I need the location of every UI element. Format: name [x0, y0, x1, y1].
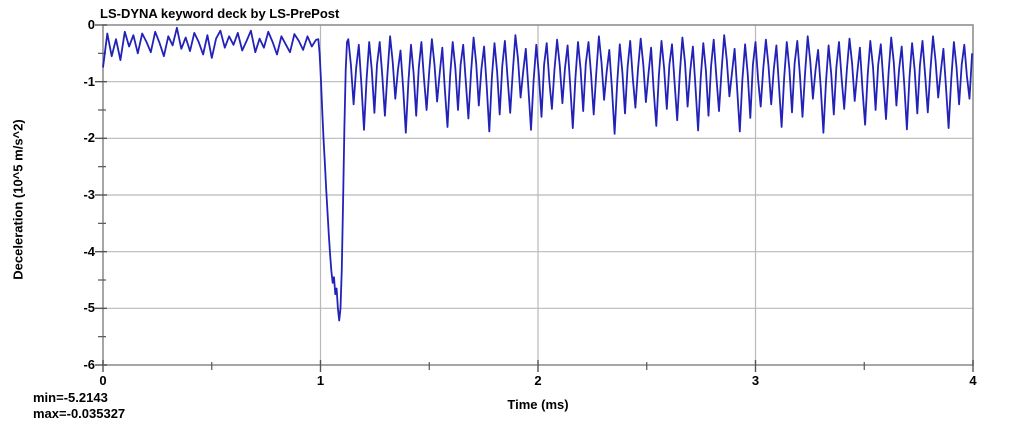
- y-tick-label: -6: [83, 357, 95, 372]
- x-tick-label: 2: [534, 373, 542, 388]
- y-tick-label: -4: [83, 243, 95, 259]
- x-tick-label: 3: [751, 373, 760, 388]
- min-max-annotation: min=-5.2143 max=-0.035327: [33, 390, 125, 422]
- min-annotation: min=-5.2143: [33, 390, 108, 405]
- y-tick-label: 0: [87, 17, 95, 32]
- deceleration-curve: [102, 26, 973, 322]
- x-axis-label: Time (ms): [507, 397, 569, 412]
- max-annotation: max=-0.035327: [33, 406, 126, 421]
- x-tick-label: 4: [969, 373, 977, 388]
- plot-title: LS-DYNA keyword deck by LS-PrePost: [100, 6, 340, 21]
- y-tick-label: -1: [83, 73, 95, 89]
- y-tick-label: -2: [83, 130, 95, 146]
- y-tick-label: -3: [83, 187, 95, 202]
- y-tick-label: -5: [83, 300, 95, 316]
- x-tick-label: 1: [316, 373, 325, 388]
- x-tick-label: 0: [99, 373, 107, 388]
